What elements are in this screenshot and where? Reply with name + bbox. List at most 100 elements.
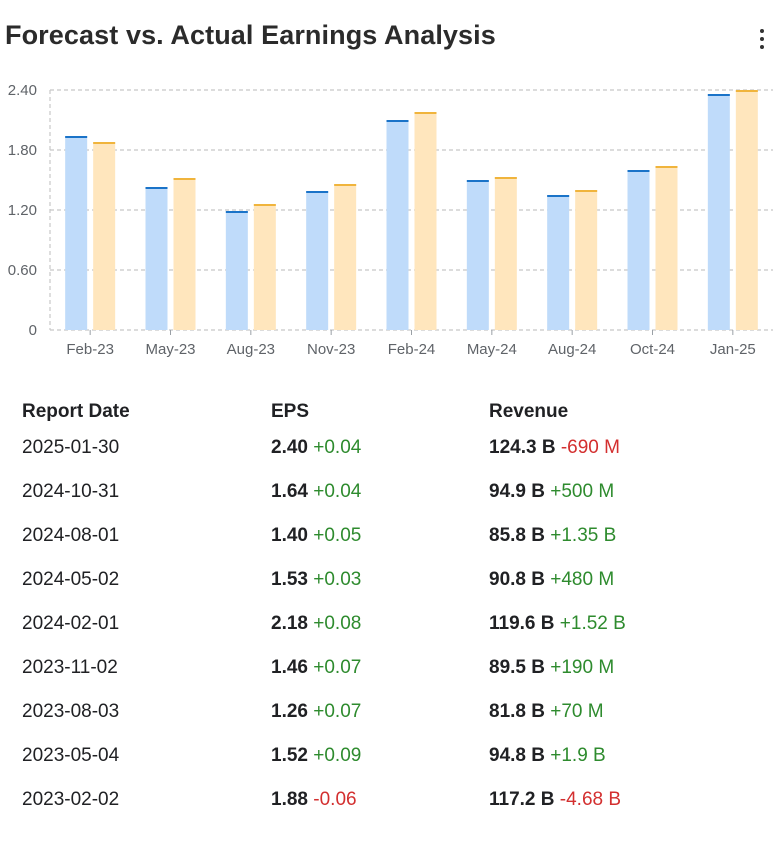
report-date: 2025-01-30	[22, 437, 120, 458]
actual-bar	[655, 166, 678, 330]
eps-cell: 1.26 +0.07	[271, 701, 361, 723]
eps-surprise: +0.09	[313, 745, 362, 766]
y-tick-label: 0.60	[8, 262, 37, 279]
eps-cell: 1.88 -0.06	[271, 789, 357, 811]
x-tick-label: Oct-24	[630, 341, 675, 358]
table-row: 2024-10-31 1.64 +0.04 94.9 B +500 M	[22, 476, 762, 520]
revenue-value: 89.5 B	[489, 657, 545, 678]
y-tick-label: 2.40	[8, 82, 37, 99]
revenue-value: 117.2 B	[489, 789, 555, 810]
eps-value: 1.88	[271, 789, 308, 810]
eps-cell: 2.40 +0.04	[271, 437, 361, 459]
eps-surprise: +0.08	[313, 613, 362, 634]
table-row: 2024-05-02 1.53 +0.03 90.8 B +480 M	[22, 564, 762, 608]
x-tick-label: May-23	[145, 341, 195, 358]
report-date: 2023-05-04	[22, 745, 120, 766]
table-body: 2025-01-30 2.40 +0.04 124.3 B -690 M 2024-1…	[22, 432, 762, 828]
eps-cell: 1.40 +0.05	[271, 525, 361, 547]
actual-bar	[334, 184, 357, 330]
revenue-value: 94.9 B	[489, 481, 545, 502]
revenue-cell: 119.6 B +1.52 B	[489, 613, 626, 635]
report-date: 2024-05-02	[22, 569, 120, 590]
revenue-value: 90.8 B	[489, 569, 545, 590]
earnings-table: Report Date EPS Revenue 2025-01-30 2.40 +…	[22, 396, 762, 828]
eps-value: 1.26	[271, 701, 308, 722]
eps-surprise: +0.04	[313, 481, 362, 502]
table-row: 2025-01-30 2.40 +0.04 124.3 B -690 M	[22, 432, 762, 476]
forecast-bar	[707, 94, 730, 330]
revenue-surprise: -690 M	[560, 437, 620, 458]
report-date: 2024-08-01	[22, 525, 120, 546]
revenue-surprise: +1.52 B	[559, 613, 626, 634]
eps-surprise: +0.03	[313, 569, 362, 590]
forecast-bar	[547, 195, 570, 330]
eps-value: 1.40	[271, 525, 308, 546]
revenue-value: 85.8 B	[489, 525, 545, 546]
revenue-cell: 94.8 B +1.9 B	[489, 745, 606, 767]
x-tick-label: Jan-25	[710, 341, 756, 358]
actual-bar	[735, 90, 758, 330]
eps-cell: 1.53 +0.03	[271, 569, 361, 591]
revenue-cell: 81.8 B +70 M	[489, 701, 604, 723]
revenue-cell: 94.9 B +500 M	[489, 481, 614, 503]
revenue-surprise: +500 M	[550, 481, 615, 502]
y-tick-label: 0	[29, 322, 37, 339]
table-row: 2024-08-01 1.40 +0.05 85.8 B +1.35 B	[22, 520, 762, 564]
table-row: 2024-02-01 2.18 +0.08 119.6 B +1.52 B	[22, 608, 762, 652]
forecast-bar	[466, 180, 489, 330]
eps-value: 2.18	[271, 613, 308, 634]
revenue-surprise: +1.9 B	[550, 745, 606, 766]
forecast-bar	[65, 136, 88, 330]
revenue-cell: 89.5 B +190 M	[489, 657, 614, 679]
forecast-bar	[225, 211, 248, 330]
revenue-cell: 124.3 B -690 M	[489, 437, 620, 459]
eps-value: 1.64	[271, 481, 308, 502]
y-tick-label: 1.80	[8, 142, 37, 159]
eps-value: 1.46	[271, 657, 308, 678]
eps-value: 1.52	[271, 745, 308, 766]
revenue-surprise: +190 M	[550, 657, 615, 678]
eps-cell: 1.52 +0.09	[271, 745, 361, 767]
eps-surprise: +0.07	[313, 701, 362, 722]
header-report-date: Report Date	[22, 401, 130, 422]
eps-value: 2.40	[271, 437, 308, 458]
actual-bar	[93, 142, 116, 330]
revenue-value: 119.6 B	[489, 613, 555, 634]
revenue-surprise: -4.68 B	[559, 789, 622, 810]
table-row: 2023-05-04 1.52 +0.09 94.8 B +1.9 B	[22, 740, 762, 784]
forecast-bar	[386, 120, 409, 330]
table-row: 2023-02-02 1.88 -0.06 117.2 B -4.68 B	[22, 784, 762, 828]
table-header-row: Report Date EPS Revenue	[22, 396, 762, 432]
report-date: 2024-02-01	[22, 613, 120, 634]
header-revenue: Revenue	[489, 401, 569, 422]
forecast-bar	[306, 191, 329, 330]
x-tick-label: Nov-23	[307, 341, 355, 358]
header: Forecast vs. Actual Earnings Analysis	[0, 0, 780, 76]
forecast-bar	[627, 170, 650, 330]
actual-bar	[575, 190, 598, 330]
x-tick-label: Feb-23	[66, 341, 114, 358]
x-tick-label: Aug-24	[548, 341, 596, 358]
actual-bar	[173, 178, 196, 330]
forecast-bar	[145, 187, 168, 330]
table-row: 2023-11-02 1.46 +0.07 89.5 B +190 M	[22, 652, 762, 696]
x-tick-label: Aug-23	[227, 341, 275, 358]
y-tick-label: 1.20	[8, 202, 37, 219]
actual-bar	[253, 204, 276, 330]
eps-surprise: -0.06	[313, 789, 357, 810]
eps-value: 1.53	[271, 569, 308, 590]
revenue-surprise: +480 M	[550, 569, 615, 590]
revenue-value: 94.8 B	[489, 745, 545, 766]
report-date: 2023-02-02	[22, 789, 120, 810]
revenue-cell: 90.8 B +480 M	[489, 569, 614, 591]
eps-cell: 1.46 +0.07	[271, 657, 361, 679]
eps-surprise: +0.04	[313, 437, 362, 458]
revenue-surprise: +1.35 B	[550, 525, 617, 546]
revenue-cell: 85.8 B +1.35 B	[489, 525, 616, 547]
actual-bar	[494, 177, 517, 330]
revenue-surprise: +70 M	[550, 701, 604, 722]
revenue-value: 124.3 B	[489, 437, 556, 458]
more-vertical-icon[interactable]	[752, 26, 772, 52]
earnings-bar-chart: 0 0.60 1.20 1.80 2.40 Feb-23 May-23 Aug-23 Nov-2…	[8, 82, 773, 358]
report-date: 2023-08-03	[22, 701, 120, 722]
